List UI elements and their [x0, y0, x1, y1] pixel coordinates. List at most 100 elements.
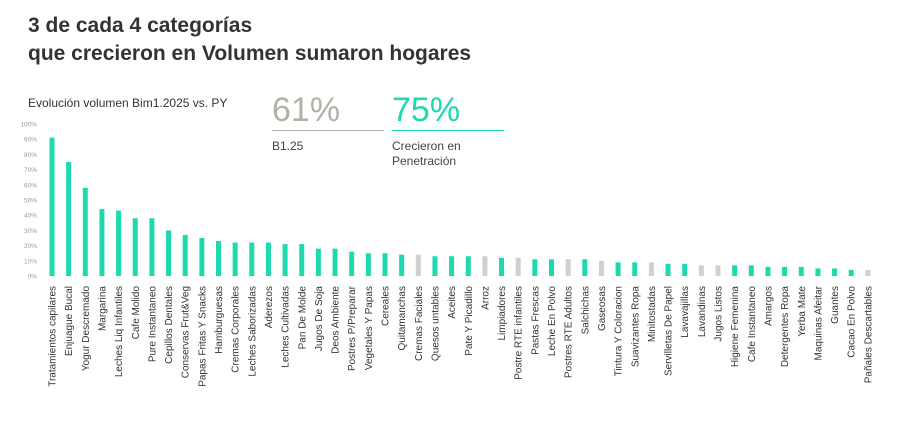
x-tick-label: Enjuague Bucal	[64, 286, 75, 356]
x-tick-label: Lavandinas	[697, 286, 708, 337]
y-tick-label: 0%	[28, 274, 38, 281]
x-tick-label: Leches Cultivadas	[281, 286, 292, 368]
x-tick-label: Leche En Polvo	[547, 286, 558, 356]
x-tick-label: Jugos Listos	[714, 286, 725, 342]
bar	[99, 209, 105, 276]
x-tick-label: Lavavajillas	[680, 286, 691, 338]
chart-title: Evolución volumen Bim1.2025 vs. PY	[28, 96, 228, 110]
bar	[182, 234, 188, 276]
bar	[149, 218, 155, 276]
x-tick-label: Yerba Mate	[797, 286, 808, 337]
bar	[682, 263, 688, 276]
x-tick-label: Leches Saborizadas	[247, 286, 258, 377]
bar	[49, 137, 55, 276]
title-line-2: que crecieron en Volumen sumaron hogares	[28, 42, 472, 65]
x-tick-label: Postre RTE infantiles	[514, 286, 525, 380]
bar	[465, 256, 471, 276]
x-tick-label: Pate Y Picadillo	[464, 286, 475, 356]
bar	[282, 244, 288, 276]
y-tick-label: 70%	[24, 167, 37, 174]
x-tick-label: Cafe Instantaneo	[747, 286, 758, 363]
bar	[399, 254, 405, 276]
kpi-label-line-2: Penetración	[392, 154, 457, 168]
bar	[332, 248, 338, 276]
bar	[582, 259, 588, 276]
bar	[748, 265, 754, 276]
x-tick-label: Pure Instantaneo	[147, 286, 158, 363]
divider	[272, 130, 384, 131]
x-tick-label: Papas Fritas Y Snacks	[197, 286, 208, 387]
x-tick-label: Pan De Molde	[297, 286, 308, 350]
bar	[249, 242, 255, 276]
x-tick-label: Pastas Frescas	[530, 286, 541, 355]
x-tick-label: Cepillos Dentales	[164, 286, 175, 364]
x-tick-label: Suavizantes Ropa	[630, 286, 641, 368]
x-tick-label: Leches Liq Infantiles	[114, 286, 125, 377]
kpi-value: 75%	[392, 91, 461, 129]
bar	[265, 242, 271, 276]
x-tick-label: Tintura Y Coloracion	[614, 286, 625, 376]
x-tick-label: Conservas Frut&Veg	[181, 286, 192, 378]
bar	[782, 266, 788, 276]
bar	[549, 259, 554, 276]
bar	[565, 259, 571, 276]
bar	[482, 256, 488, 276]
x-tick-label: Tratamientos capilares	[48, 286, 59, 387]
bar	[132, 218, 138, 276]
bar	[848, 269, 854, 276]
kpi-label: B1.25	[272, 139, 304, 153]
x-tick-label: Yogur Descremado	[81, 286, 92, 372]
x-tick-label: Cereales	[381, 286, 392, 326]
bar	[299, 244, 305, 276]
y-tick-label: 10%	[24, 258, 37, 265]
x-tick-label: Quitamanchas	[397, 286, 408, 350]
kpi-value: 61%	[272, 91, 341, 129]
bar	[632, 262, 638, 276]
y-tick-label: 30%	[24, 228, 37, 235]
x-tick-label: Quesos untables	[430, 286, 441, 361]
x-tick-label: Vegetales Y Papas	[364, 286, 375, 370]
y-tick-label: 40%	[24, 213, 37, 220]
bar	[798, 266, 804, 276]
y-tick-label: 90%	[24, 137, 37, 144]
x-tick-label: Pañales Descartables	[863, 286, 874, 383]
x-tick-label: Aderezos	[264, 286, 275, 328]
page-title: 3 de cada 4 categorías que crecieron en …	[28, 12, 471, 68]
bar	[698, 265, 704, 276]
x-tick-label: Aceites	[447, 286, 458, 319]
y-tick-label: 80%	[24, 152, 37, 159]
bar	[82, 187, 88, 276]
x-tick-label: Arroz	[480, 286, 491, 310]
bar	[232, 242, 238, 276]
bar	[865, 269, 871, 276]
x-tick-label: Salchichas	[580, 286, 591, 334]
x-tick-label: Deos Ambiente	[331, 286, 342, 354]
x-tick-label: Cremas Corporales	[231, 286, 242, 373]
x-tick-label: Maquinas Afeitar	[813, 285, 824, 360]
bar	[615, 262, 621, 276]
x-tick-label: Detergentes Ropa	[780, 286, 791, 368]
kpi-b125: 61% B1.25	[272, 92, 384, 154]
x-tick-label: Postres RTE Adultos	[564, 286, 575, 378]
x-tick-label: Hamburguesas	[214, 286, 225, 354]
x-tick-label: Servilletas De Papel	[664, 286, 675, 376]
bar	[216, 241, 221, 276]
x-tick-label: Cremas Faciales	[414, 286, 425, 361]
x-tick-label: Higiene Femenina	[730, 286, 741, 368]
x-tick-label: Jugos De Soja	[314, 286, 325, 351]
bar	[449, 256, 455, 276]
bar	[515, 257, 521, 276]
bar	[315, 248, 321, 276]
y-tick-label: 100%	[20, 122, 37, 129]
bar	[499, 257, 505, 276]
bar	[382, 253, 388, 276]
x-tick-label: Minitostadas	[647, 286, 658, 342]
bar	[349, 251, 355, 276]
bar	[199, 238, 205, 276]
bar	[715, 265, 721, 276]
bar	[832, 268, 838, 276]
title-line-1: 3 de cada 4 categorías	[28, 14, 253, 37]
bar	[116, 210, 122, 276]
x-tick-label: Guantes	[830, 286, 841, 324]
